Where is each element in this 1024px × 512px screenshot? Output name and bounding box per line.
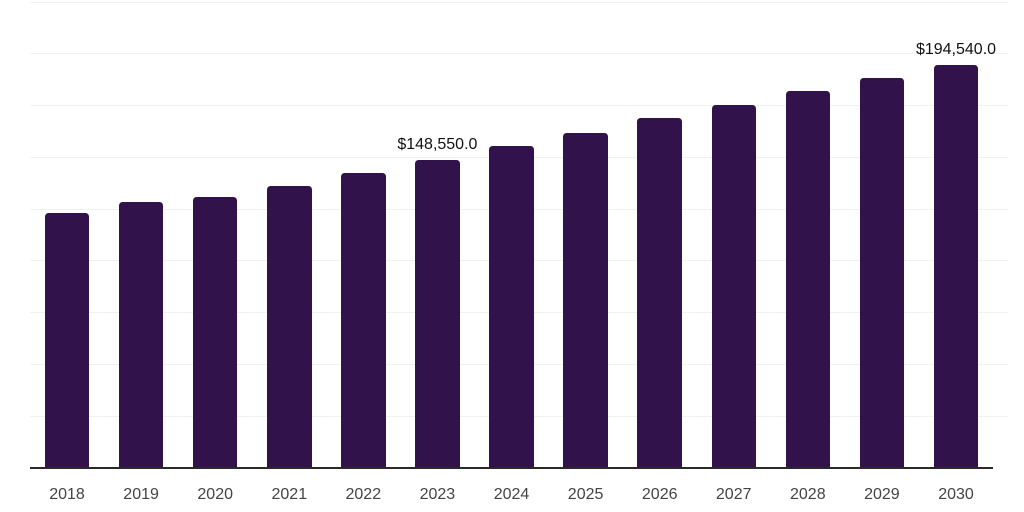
x-tick-label-2022: 2022 <box>345 486 382 503</box>
data-label-2023: $148,550.0 <box>397 136 478 154</box>
bar-2030 <box>933 65 979 468</box>
x-tick-label-2028: 2028 <box>790 486 826 503</box>
gridline <box>30 53 1008 55</box>
x-tick-label-2025: 2025 <box>567 486 604 503</box>
x-tick-label-2023: 2023 <box>419 486 456 503</box>
x-tick-label-2019: 2019 <box>123 486 159 503</box>
gridline <box>30 1 1008 3</box>
bar-2023 <box>415 160 460 468</box>
bar-2026 <box>637 118 682 468</box>
x-tick-label-2030: 2030 <box>938 486 974 503</box>
x-tick-label-2027: 2027 <box>715 486 752 503</box>
x-tick-label-2024: 2024 <box>493 486 530 503</box>
x-tick-label-2026: 2026 <box>641 486 678 503</box>
bar-2024 <box>489 145 534 468</box>
bar-2021 <box>267 185 312 468</box>
bar-2029 <box>859 77 905 468</box>
bar-2022 <box>341 172 386 468</box>
x-axis-line <box>30 467 993 469</box>
bar-2027 <box>711 104 756 468</box>
bar-2019 <box>118 202 164 468</box>
data-label-2030: $194,540.0 <box>915 41 997 59</box>
x-tick-label-2018: 2018 <box>49 486 85 503</box>
x-tick-label-2021: 2021 <box>271 486 308 503</box>
bar-2028 <box>785 91 831 468</box>
x-tick-label-2029: 2029 <box>864 486 900 503</box>
bar-2025 <box>563 132 608 468</box>
x-tick-label-2020: 2020 <box>197 486 233 503</box>
gridline <box>30 105 1008 107</box>
bar-2020 <box>192 197 238 468</box>
bar-2018 <box>44 213 90 468</box>
